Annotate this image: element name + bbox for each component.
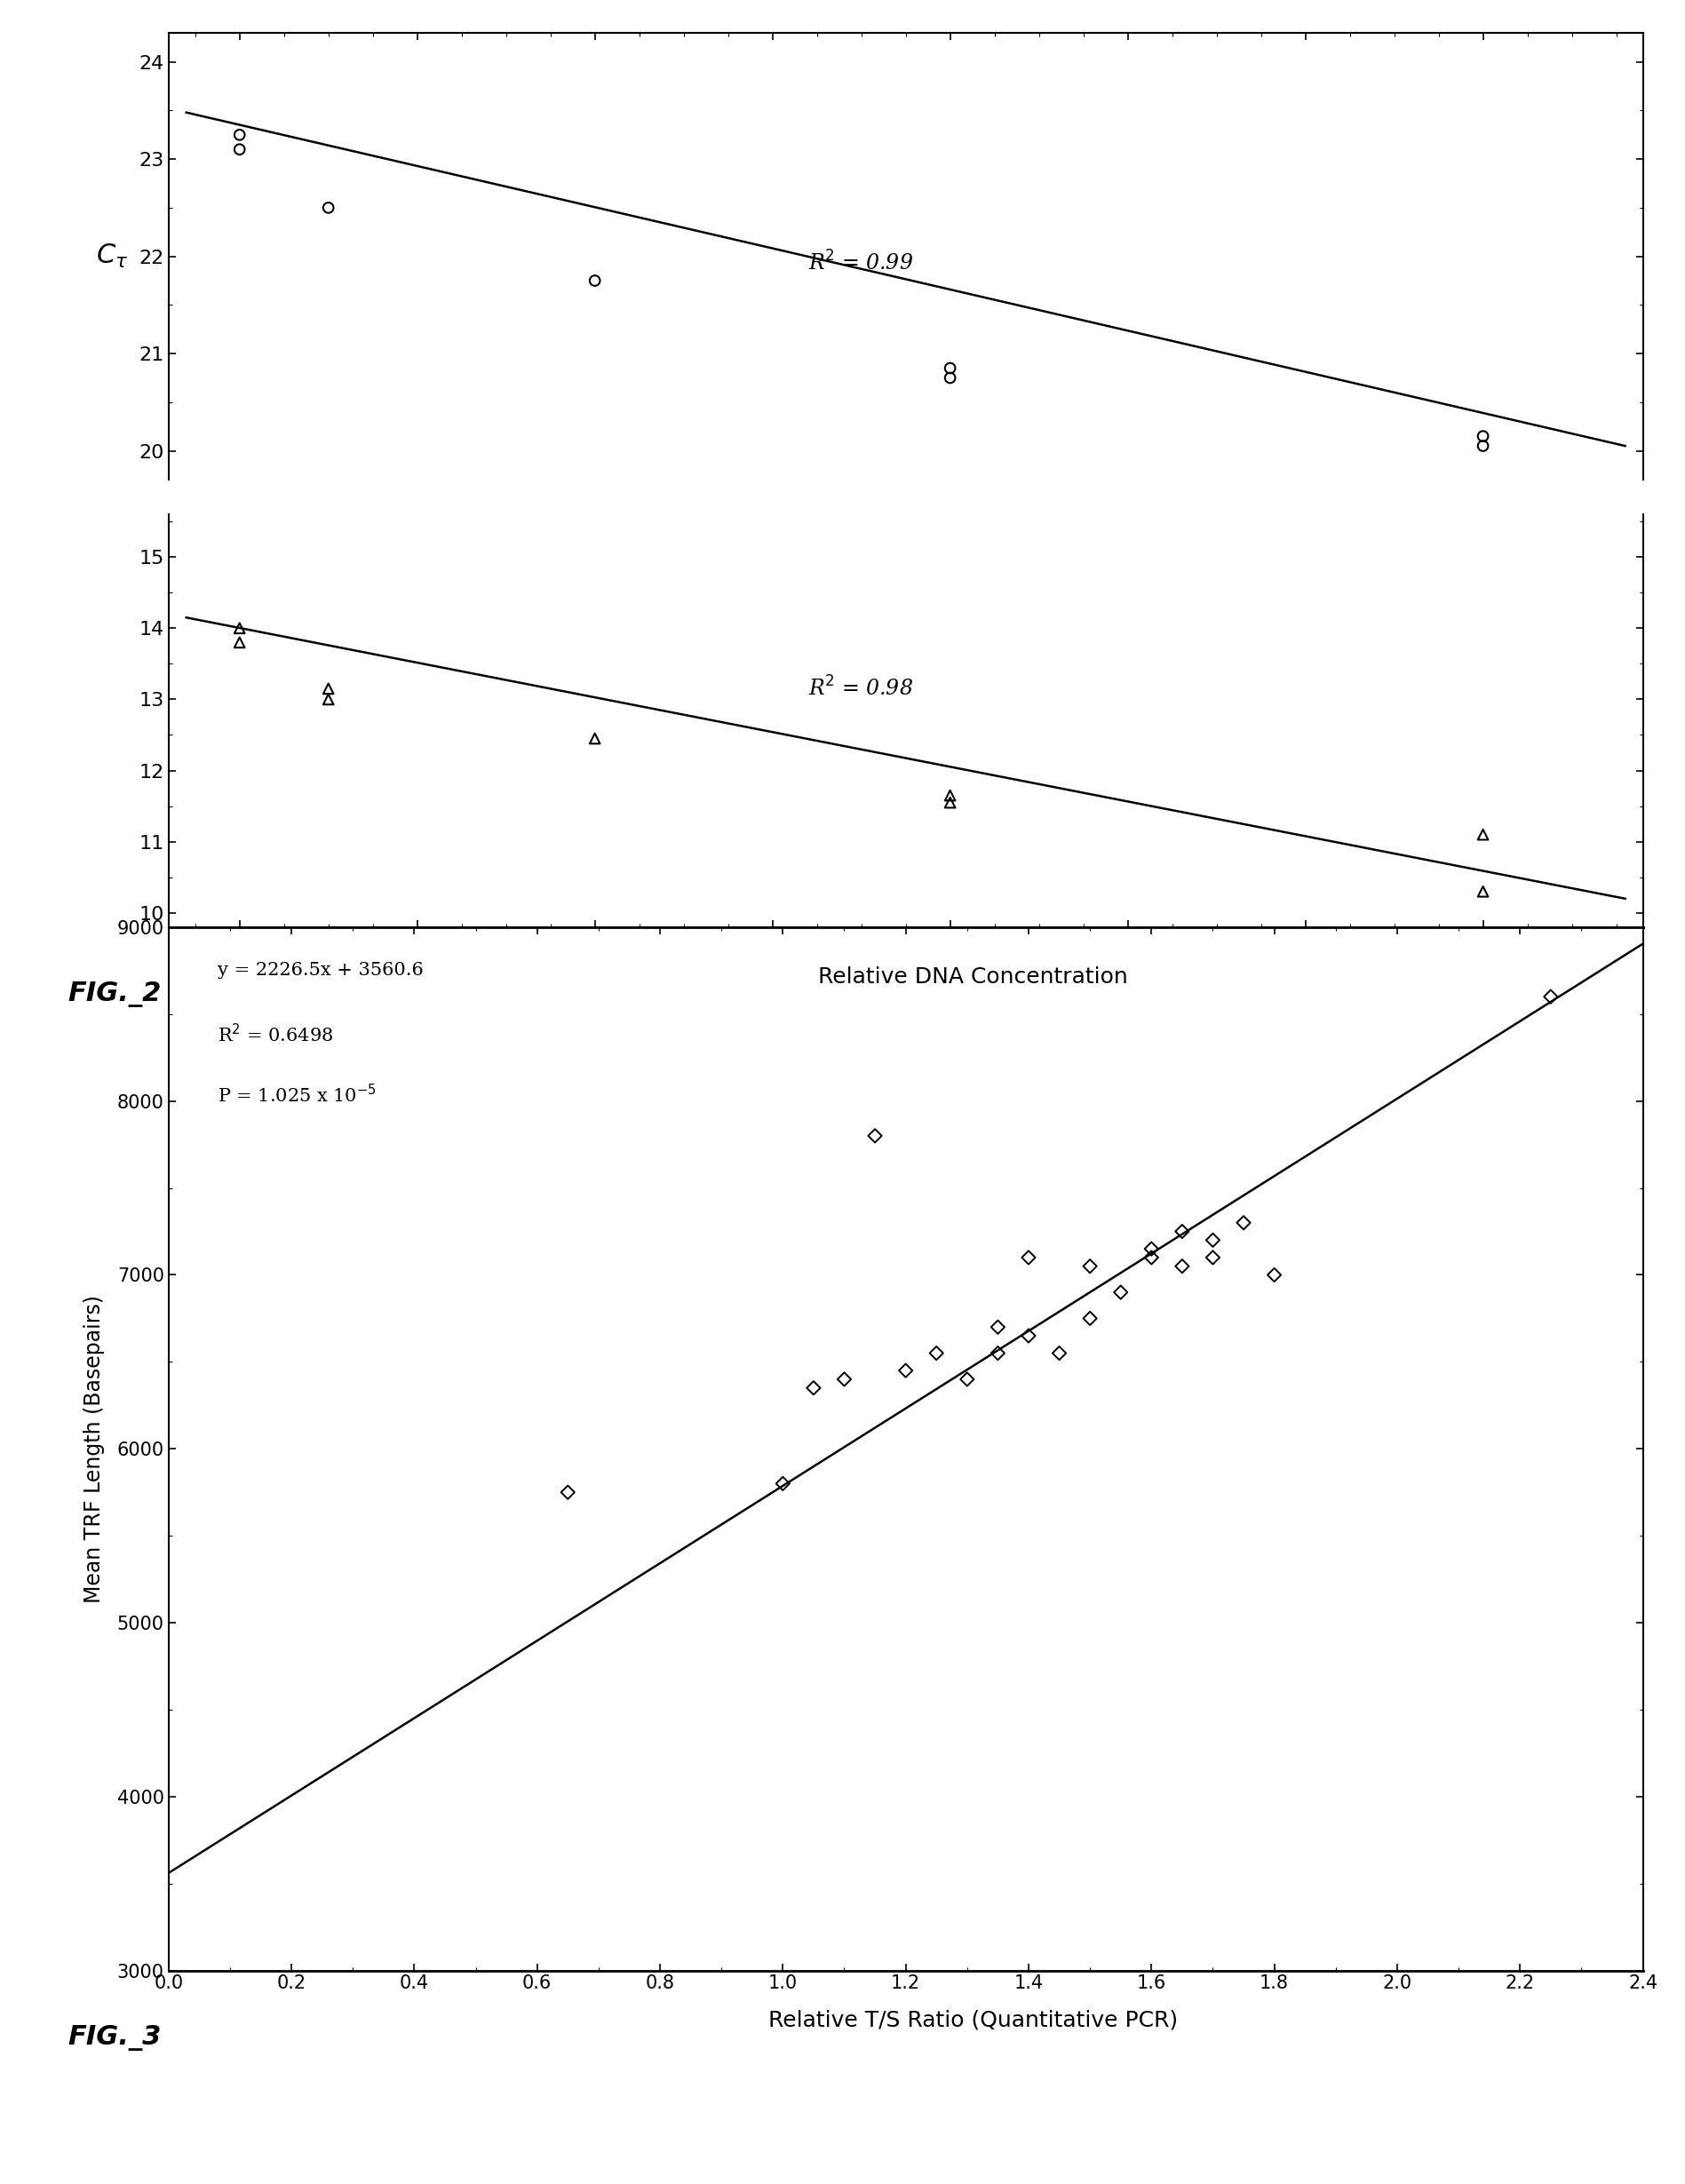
Point: [315, 190, 342, 225]
Point: [1169, 1214, 1196, 1249]
Point: [937, 352, 964, 387]
Point: [937, 778, 964, 812]
Point: [554, 1474, 581, 1509]
Point: [984, 1310, 1011, 1345]
Point: [1469, 419, 1496, 454]
Point: [1137, 1232, 1164, 1267]
Point: [937, 360, 964, 395]
Text: P = 1.025 x 10$^{-5}$: P = 1.025 x 10$^{-5}$: [217, 1083, 376, 1105]
Point: [954, 1363, 981, 1398]
Point: [1469, 817, 1496, 852]
Point: [1200, 1223, 1227, 1258]
Point: [1014, 1241, 1041, 1275]
Point: [800, 1372, 827, 1406]
Point: [1107, 1275, 1134, 1310]
Text: Relative T/S Ratio (Quantitative PCR): Relative T/S Ratio (Quantitative PCR): [768, 2009, 1178, 2031]
Point: [831, 1363, 858, 1398]
Point: [1046, 1337, 1073, 1372]
Y-axis label: Mean TRF Length (Basepairs): Mean TRF Length (Basepairs): [83, 1295, 104, 1603]
Point: [1537, 978, 1564, 1013]
Point: [315, 670, 342, 705]
Point: [1469, 428, 1496, 463]
Y-axis label: $C_{\tau}$: $C_{\tau}$: [96, 242, 128, 271]
Point: [770, 1465, 797, 1500]
Point: [937, 784, 964, 819]
Point: [1077, 1302, 1104, 1337]
Text: R$^2$ = 0.99: R$^2$ = 0.99: [809, 251, 913, 275]
Text: FIG._3: FIG._3: [67, 2025, 162, 2051]
Point: [226, 625, 253, 660]
Point: [1469, 874, 1496, 909]
Point: [1137, 1241, 1164, 1275]
Point: [226, 118, 253, 153]
Text: R$^2$ = 0.6498: R$^2$ = 0.6498: [217, 1022, 334, 1046]
Point: [1260, 1258, 1287, 1293]
Text: R$^2$ = 0.98: R$^2$ = 0.98: [809, 677, 913, 701]
Point: [1230, 1206, 1257, 1241]
Point: [984, 1337, 1011, 1372]
Point: [1200, 1241, 1227, 1275]
Point: [581, 721, 608, 756]
Point: [315, 681, 342, 716]
Point: [581, 264, 608, 299]
Point: [893, 1354, 920, 1389]
Point: [861, 1118, 888, 1153]
Point: [1014, 1319, 1041, 1354]
Point: [226, 131, 253, 166]
Text: y = 2226.5x + 3560.6: y = 2226.5x + 3560.6: [217, 961, 423, 978]
Text: FIG._2: FIG._2: [67, 983, 162, 1007]
Point: [1077, 1249, 1104, 1284]
Point: [226, 612, 253, 646]
Point: [923, 1337, 950, 1372]
Text: Relative DNA Concentration: Relative DNA Concentration: [819, 968, 1127, 987]
Point: [1169, 1249, 1196, 1284]
